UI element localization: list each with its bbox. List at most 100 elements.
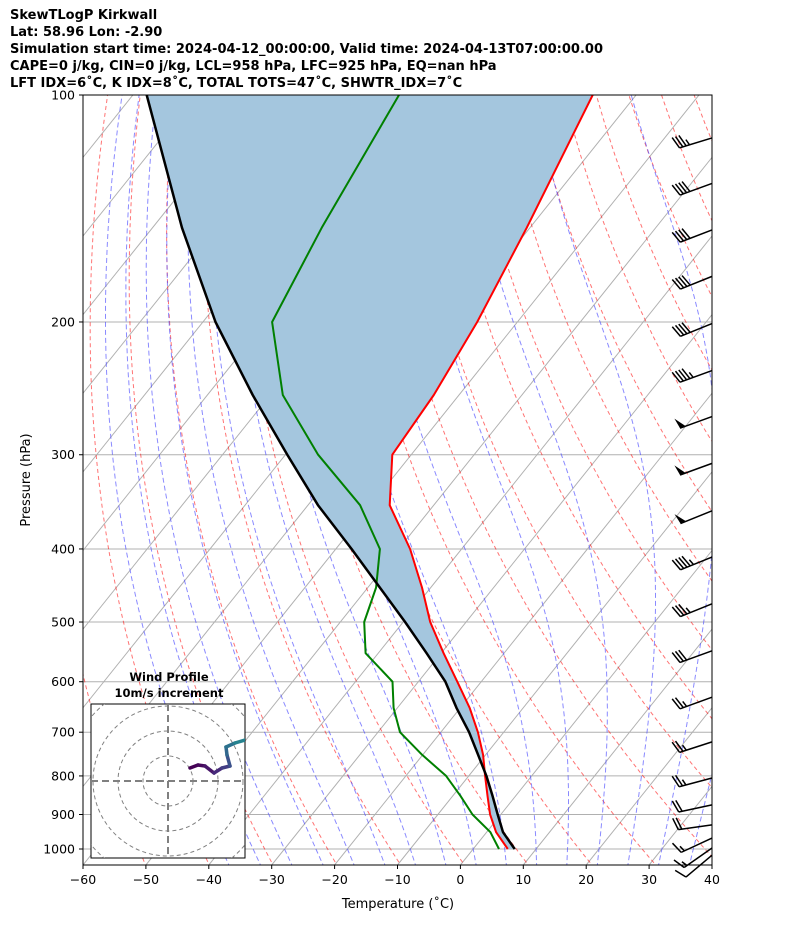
y-tick-label: 600 [51,674,75,689]
isotherm [145,156,712,865]
barb-staff [679,415,713,429]
hodograph-segment [225,753,232,768]
index-subtitle: LFT IDX=6˚C, K IDX=8˚C, TOTAL TOTS=47˚C,… [10,76,463,91]
wind-barb [672,817,713,831]
barb-feather [674,277,685,289]
x-tick-label: −50 [133,872,159,887]
dry-adiabat [595,95,712,371]
barb-staff [680,275,713,290]
barb-half-feather [681,744,687,751]
moist-adiabat [688,771,712,865]
moist-adiabat [720,95,794,868]
barb-feather [674,324,685,336]
moist-adiabat [316,95,507,865]
dry-adiabat [166,95,338,865]
temperature-line [388,95,594,850]
hodograph-segment [203,764,216,775]
x-tick-label: −30 [259,872,285,887]
x-tick-label: −60 [70,872,96,887]
hodograph-title: Wind Profile [129,670,209,684]
cin-shading [146,95,593,849]
barb-half-feather [688,371,694,378]
barb-staff [679,741,713,754]
y-tick-label: 1000 [43,842,75,857]
moist-adiabat [630,95,712,865]
isotherm [83,95,197,237]
y-tick-label: 400 [51,541,75,556]
barb-staff [680,556,713,571]
barb-feather [671,652,681,663]
y-axis-label: Pressure (hPa) [19,433,34,526]
dewpoint-line [271,95,500,850]
y-tick-label: 700 [51,725,75,740]
wind-barb [671,555,713,571]
barb-staff [680,603,713,618]
barb-feather [678,276,688,287]
hodograph-title-block: Wind Profile 10m/s increment [97,669,241,701]
barb-half-feather [679,845,685,852]
y-tick-label: 300 [51,447,75,462]
wind-barb [671,774,713,788]
moist-adiabat [187,95,355,865]
wind-barb [671,275,713,290]
isotherm [271,313,712,865]
barb-half-feather [682,700,688,707]
barb-feather [674,558,685,569]
barb-feather [671,326,682,337]
barb-feather [678,135,687,147]
dry-adiabat [530,95,712,513]
barb-feather [674,183,684,195]
cape-subtitle: CAPE=0 j/kg, CIN=0 j/kg, LCL=958 hPa, LF… [10,59,497,74]
x-tick-label: 40 [704,872,720,887]
barb-feather [671,800,680,813]
wind-barbs [671,135,713,878]
barb-feather [674,230,685,242]
barb-feather [681,555,691,567]
barb-feather [671,371,681,383]
wind-barb [671,837,713,854]
moist-adiabat [209,95,386,865]
barb-feather [671,842,682,853]
wind-barb [671,228,713,243]
isotherm [334,392,712,865]
y-tick-label: 200 [51,314,75,329]
wind-barb [671,799,713,813]
y-tick-label: 100 [51,88,75,103]
parcel-line [145,95,516,850]
moist-adiabat [457,95,608,865]
wind-barb [671,181,713,196]
moist-adiabat [532,95,656,865]
x-axis-label: Temperature (˚C) [341,896,454,912]
wind-barb [674,510,713,525]
dry-adiabat [693,95,712,143]
dry-adiabat [465,95,712,651]
hodograph [90,703,246,859]
barb-staff [679,182,713,196]
y-tick-label: 500 [51,615,75,630]
barb-feather [674,697,684,709]
wind-barb [674,415,713,429]
dry-adiabat [202,95,402,865]
barb-feather [671,231,681,243]
x-tick-label: −20 [321,872,347,887]
barb-staff [683,847,713,869]
barb-feather [681,275,691,286]
x-tick-label: 0 [456,872,464,887]
wind-barb [674,462,713,476]
barb-staff [679,650,713,664]
moist-adiabat [105,95,230,865]
x-tick-label: 10 [515,872,531,887]
barb-feather [673,859,685,869]
dry-adiabat [727,95,794,868]
barb-feather [671,278,682,290]
moist-adiabat [166,95,324,865]
axes: −60 −50 −40 −30 −20 −10 0 10 20 30 40 100 200 300 400 5… [43,88,720,888]
barb-feather [678,603,688,615]
barb-feather [672,817,680,830]
barb-flag [674,465,686,475]
barb-feather [671,606,682,618]
barb-half-feather [681,779,687,786]
location-subtitle: Lat: 58.96 Lon: -2.90 [10,25,163,40]
wind-barb [671,696,713,710]
